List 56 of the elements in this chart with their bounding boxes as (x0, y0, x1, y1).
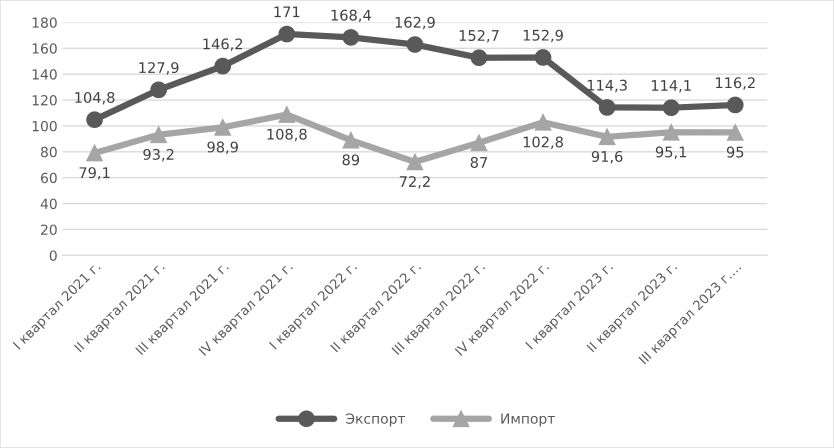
data-label: 127,9 (139, 62, 178, 75)
point (726, 96, 744, 114)
point (150, 81, 167, 98)
data-label: 79,1 (80, 167, 110, 180)
data-label: 72,2 (400, 176, 430, 189)
data-label: 95,1 (656, 146, 686, 159)
point (342, 29, 360, 46)
point (470, 49, 488, 66)
data-label: 116,2 (716, 77, 755, 90)
data-label: 146,2 (203, 38, 242, 51)
data-label: 104,8 (75, 92, 114, 104)
point (406, 36, 424, 53)
point (278, 26, 296, 42)
point (534, 114, 552, 131)
data-label: 114,3 (588, 80, 627, 92)
point (86, 111, 103, 128)
data-label: 87 (470, 156, 488, 168)
point (214, 58, 232, 74)
data-label: 98,9 (207, 142, 238, 154)
point (662, 124, 680, 141)
point (598, 128, 616, 146)
data-label: 93,2 (143, 148, 174, 162)
point (534, 49, 552, 66)
y-tick-label: 180 (32, 17, 57, 28)
legend-label: Экспорт (346, 413, 406, 427)
y-tick-label: 120 (32, 95, 57, 106)
data-label: 152,9 (524, 30, 563, 42)
point (726, 124, 744, 141)
point (662, 99, 680, 116)
point (470, 134, 488, 152)
point (406, 154, 424, 170)
data-label: 162,9 (396, 16, 435, 30)
data-label: 95 (726, 146, 744, 158)
point (214, 119, 232, 136)
y-tick-label: 100 (32, 120, 57, 132)
data-label: 108,8 (268, 128, 307, 142)
y-tick-label: 60 (40, 172, 57, 184)
y-tick-label: 20 (41, 224, 57, 235)
data-label: 168,4 (332, 10, 371, 22)
y-tick-label: 140 (32, 69, 57, 80)
data-label: 171 (274, 6, 300, 18)
data-label: 114,1 (652, 80, 691, 92)
point (150, 126, 167, 144)
y-tick-label: 40 (40, 198, 57, 210)
point (598, 99, 616, 116)
data-label: 152,7 (460, 30, 499, 43)
legend-label: Импорт (501, 414, 555, 427)
data-label: 91,6 (592, 150, 622, 164)
y-tick-label: 160 (32, 43, 57, 54)
point (86, 144, 103, 162)
y-tick-label: 80 (40, 146, 57, 158)
data-label: 102,8 (524, 136, 563, 149)
y-tick-label: 0 (50, 250, 57, 261)
point (342, 132, 360, 149)
data-label: 89 (342, 154, 360, 166)
point (278, 106, 296, 123)
